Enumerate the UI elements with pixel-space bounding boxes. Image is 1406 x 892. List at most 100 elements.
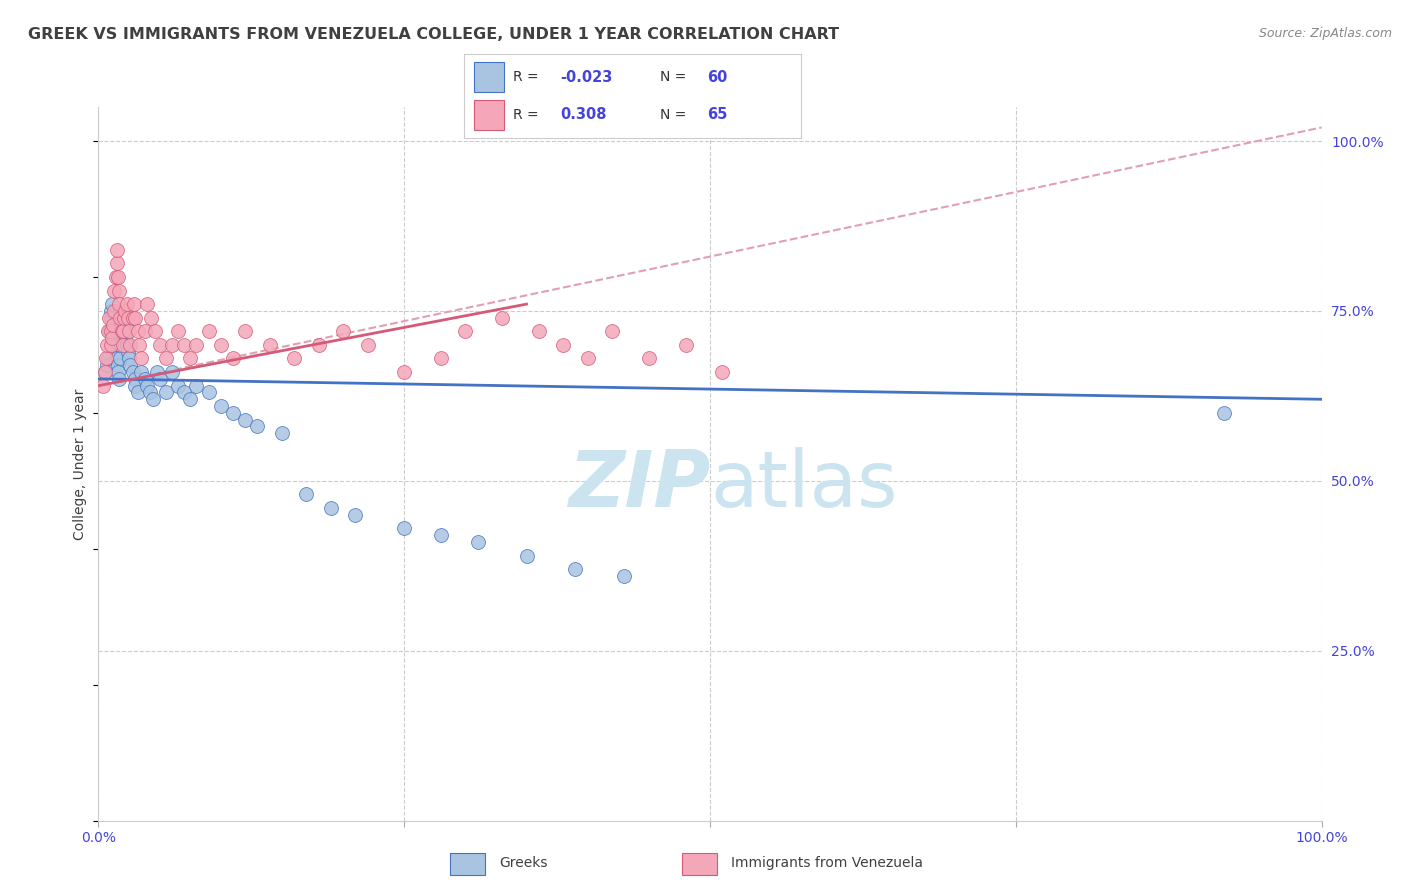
- Point: [110, 310, 132, 325]
- Point: [105, 351, 128, 366]
- Point: [111, 318, 134, 332]
- Point: [1212, 406, 1234, 420]
- Text: Source: ZipAtlas.com: Source: ZipAtlas.com: [1258, 27, 1392, 40]
- Point: [100, 310, 122, 325]
- Point: [112, 310, 135, 325]
- Point: [246, 419, 269, 434]
- Point: [103, 304, 125, 318]
- FancyBboxPatch shape: [474, 100, 505, 130]
- Text: Greeks: Greeks: [499, 856, 547, 870]
- Point: [100, 324, 122, 338]
- Point: [392, 521, 416, 535]
- Point: [107, 365, 129, 379]
- Point: [105, 256, 128, 270]
- Point: [129, 365, 152, 379]
- Point: [186, 338, 208, 352]
- Point: [613, 569, 636, 583]
- Point: [91, 378, 114, 392]
- Point: [576, 351, 599, 366]
- Point: [108, 372, 131, 386]
- Text: GREEK VS IMMIGRANTS FROM VENEZUELA COLLEGE, UNDER 1 YEAR CORRELATION CHART: GREEK VS IMMIGRANTS FROM VENEZUELA COLLE…: [28, 27, 839, 42]
- Point: [160, 338, 183, 352]
- Point: [115, 297, 138, 311]
- Point: [97, 351, 120, 366]
- Point: [222, 406, 245, 420]
- Point: [93, 365, 115, 379]
- Point: [430, 351, 453, 366]
- Point: [101, 331, 124, 345]
- Point: [134, 372, 156, 386]
- Text: 60: 60: [707, 70, 727, 85]
- Point: [121, 310, 143, 325]
- Point: [117, 310, 139, 325]
- Point: [105, 344, 128, 359]
- Point: [167, 378, 190, 392]
- Point: [121, 365, 143, 379]
- Point: [103, 331, 125, 345]
- Point: [101, 297, 124, 311]
- Text: R =: R =: [513, 70, 538, 84]
- FancyBboxPatch shape: [474, 62, 505, 92]
- Point: [115, 338, 138, 352]
- Point: [197, 385, 219, 400]
- Point: [209, 399, 232, 413]
- Point: [100, 304, 122, 318]
- Text: -0.023: -0.023: [560, 70, 613, 85]
- Point: [233, 324, 256, 338]
- Point: [101, 318, 124, 332]
- Point: [167, 324, 190, 338]
- Point: [711, 365, 734, 379]
- Point: [120, 359, 142, 373]
- Point: [467, 535, 489, 549]
- Point: [127, 324, 149, 338]
- Point: [270, 426, 294, 441]
- Point: [209, 338, 232, 352]
- Point: [107, 269, 129, 284]
- Point: [155, 385, 177, 400]
- Point: [308, 338, 330, 352]
- Point: [173, 385, 195, 400]
- Point: [149, 372, 172, 386]
- Point: [430, 528, 453, 542]
- Point: [112, 324, 135, 338]
- Point: [118, 351, 141, 366]
- Point: [110, 338, 132, 352]
- Point: [527, 324, 550, 338]
- Point: [179, 392, 201, 407]
- Point: [356, 338, 378, 352]
- Point: [101, 318, 124, 332]
- Text: 0.308: 0.308: [560, 107, 606, 122]
- Point: [111, 324, 134, 338]
- Point: [186, 378, 208, 392]
- Point: [98, 310, 121, 325]
- Point: [124, 310, 146, 325]
- Y-axis label: College, Under 1 year: College, Under 1 year: [73, 388, 87, 540]
- Point: [118, 324, 141, 338]
- Point: [97, 324, 120, 338]
- Point: [179, 351, 201, 366]
- Point: [104, 269, 127, 284]
- Point: [233, 412, 256, 426]
- Point: [143, 324, 166, 338]
- Point: [675, 338, 697, 352]
- Point: [100, 338, 122, 352]
- Point: [107, 359, 129, 373]
- Point: [134, 324, 156, 338]
- Text: N =: N =: [659, 108, 686, 121]
- Point: [105, 243, 128, 257]
- Point: [319, 501, 342, 516]
- Point: [104, 338, 127, 352]
- Point: [173, 338, 195, 352]
- Point: [295, 487, 318, 501]
- Point: [124, 378, 146, 392]
- Point: [139, 310, 162, 325]
- Point: [103, 324, 125, 338]
- Point: [155, 351, 177, 366]
- Point: [454, 324, 477, 338]
- Point: [600, 324, 623, 338]
- Point: [129, 351, 152, 366]
- Point: [197, 324, 219, 338]
- Point: [94, 351, 117, 366]
- Point: [110, 351, 132, 366]
- Point: [344, 508, 367, 522]
